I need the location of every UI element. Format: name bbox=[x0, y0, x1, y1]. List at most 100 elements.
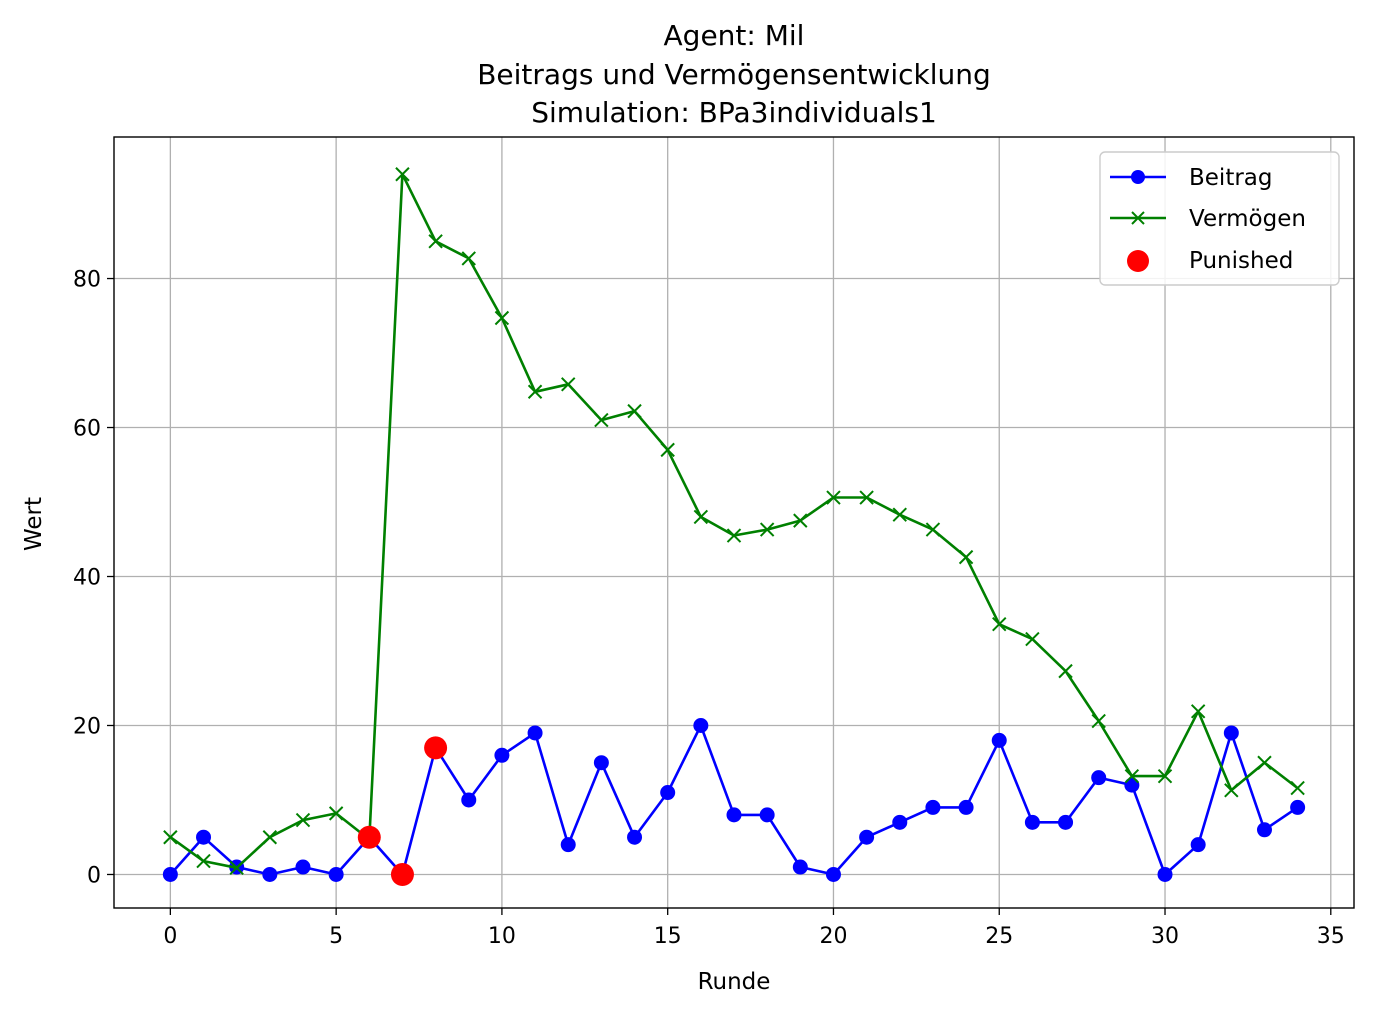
legend-beitrag-label: Beitrag bbox=[1189, 165, 1273, 191]
beitrag-point bbox=[859, 829, 875, 845]
series-vermoegen bbox=[163, 167, 1305, 875]
vermoegen-point bbox=[594, 412, 609, 428]
beitrag-point bbox=[1024, 814, 1040, 830]
beitrag-point bbox=[1223, 725, 1239, 741]
vermoegen-point bbox=[494, 310, 510, 326]
y-tick-label: 0 bbox=[87, 863, 101, 888]
vermoegen-point bbox=[992, 616, 1007, 632]
vermoegen-point bbox=[859, 490, 874, 505]
beitrag-point bbox=[262, 866, 278, 882]
beitrag-point bbox=[991, 732, 1007, 748]
punished-point bbox=[424, 736, 448, 760]
beitrag-point bbox=[328, 866, 344, 882]
x-tick-label: 5 bbox=[329, 924, 343, 949]
vermoegen-point bbox=[826, 490, 841, 505]
y-axis-label: Wert bbox=[21, 497, 47, 551]
y-tick-label: 40 bbox=[73, 566, 101, 591]
vermoegen-point bbox=[660, 442, 675, 458]
beitrag-point bbox=[726, 807, 742, 823]
vermoegen-point bbox=[1058, 663, 1073, 679]
beitrag-point bbox=[593, 755, 609, 771]
beitrag-point bbox=[1091, 770, 1107, 786]
legend-beitrag-marker bbox=[1131, 170, 1145, 184]
vermoegen-point bbox=[892, 507, 907, 522]
punished-point bbox=[357, 825, 381, 849]
beitrag-point bbox=[627, 829, 643, 845]
beitrag-point bbox=[759, 807, 775, 823]
vermoegen-point bbox=[925, 522, 941, 537]
x-axis-label: Runde bbox=[698, 969, 771, 995]
beitrag-point bbox=[162, 866, 178, 882]
vermoegen-point bbox=[1190, 704, 1206, 719]
series-beitrag bbox=[162, 717, 1306, 882]
beitrag-point bbox=[1157, 866, 1173, 882]
vermoegen-point bbox=[527, 384, 543, 399]
vermoegen-point bbox=[1257, 755, 1272, 770]
beitrag-point bbox=[461, 792, 477, 808]
beitrag-point bbox=[560, 837, 576, 853]
vermoegen-point bbox=[958, 549, 974, 565]
vermoegen-point bbox=[1290, 780, 1305, 796]
beitrag-point bbox=[295, 859, 311, 875]
vermoegen-point bbox=[1124, 768, 1140, 784]
beitrag-point bbox=[660, 785, 676, 801]
vermoegen-point bbox=[627, 403, 642, 419]
beitrag-point bbox=[1124, 777, 1140, 793]
vermoegen-point bbox=[793, 513, 808, 528]
vermoegen-point bbox=[759, 522, 775, 537]
vermoegen-point bbox=[1157, 768, 1173, 784]
vermoegen-point bbox=[1025, 631, 1040, 647]
beitrag-point bbox=[958, 799, 974, 815]
beitrag-line bbox=[169, 724, 1299, 876]
legend-box bbox=[1099, 151, 1340, 286]
vermoegen-point bbox=[295, 812, 311, 828]
x-axis-ticks: 0 5 10 15 20 25 30 35 bbox=[163, 908, 1345, 949]
beitrag-point bbox=[792, 859, 808, 875]
series-layer bbox=[162, 167, 1306, 886]
title-line-1: Agent: Mil bbox=[664, 19, 805, 52]
beitrag-point bbox=[892, 814, 908, 830]
beitrag-point bbox=[693, 717, 709, 733]
vermoegen-point bbox=[561, 377, 576, 392]
beitrag-point bbox=[196, 829, 212, 845]
legend-vermoegen-marker bbox=[1131, 211, 1145, 225]
y-tick-label: 20 bbox=[73, 714, 101, 739]
vermoegen-point bbox=[229, 860, 244, 875]
x-tick-label: 20 bbox=[819, 924, 847, 949]
legend-punished-label: Punished bbox=[1189, 248, 1293, 274]
plot-frame bbox=[113, 136, 1355, 909]
vermoegen-point bbox=[163, 830, 178, 845]
vermoegen-point bbox=[693, 509, 709, 525]
vermoegen-point bbox=[262, 830, 278, 845]
y-axis-ticks: 0 20 40 60 80 bbox=[73, 268, 114, 888]
y-tick-label: 60 bbox=[73, 417, 101, 442]
x-tick-label: 0 bbox=[163, 924, 177, 949]
beitrag-point bbox=[527, 725, 543, 741]
vermoegen-point bbox=[461, 251, 476, 266]
beitrag-point bbox=[925, 799, 941, 815]
title-line-3: Simulation: BPa3individuals1 bbox=[531, 96, 937, 129]
legend: Beitrag Vermögen Punished bbox=[1099, 151, 1340, 286]
vermoegen-point bbox=[428, 234, 443, 249]
vermoegen-point bbox=[1091, 713, 1106, 729]
x-tick-label: 10 bbox=[488, 924, 516, 949]
x-tick-label: 35 bbox=[1317, 924, 1345, 949]
beitrag-point bbox=[1256, 822, 1272, 838]
beitrag-point bbox=[1058, 814, 1074, 830]
chart-title: Agent: Mil Beitrags und Vermögensentwick… bbox=[477, 19, 991, 129]
x-tick-label: 30 bbox=[1151, 924, 1179, 949]
vermoegen-point bbox=[395, 167, 410, 182]
x-tick-label: 15 bbox=[654, 924, 682, 949]
beitrag-point bbox=[494, 747, 510, 763]
x-tick-label: 25 bbox=[985, 924, 1013, 949]
title-line-2: Beitrags und Vermögensentwicklung bbox=[477, 58, 991, 91]
legend-punished-marker bbox=[1127, 250, 1149, 272]
series-punished bbox=[357, 736, 448, 886]
vermoegen-point bbox=[726, 528, 742, 543]
vermoegen-point bbox=[1224, 783, 1239, 798]
legend-vermoegen-label: Vermögen bbox=[1189, 206, 1306, 232]
y-tick-label: 80 bbox=[73, 268, 101, 293]
vermoegen-point bbox=[196, 853, 211, 869]
vermoegen-point bbox=[328, 806, 344, 821]
